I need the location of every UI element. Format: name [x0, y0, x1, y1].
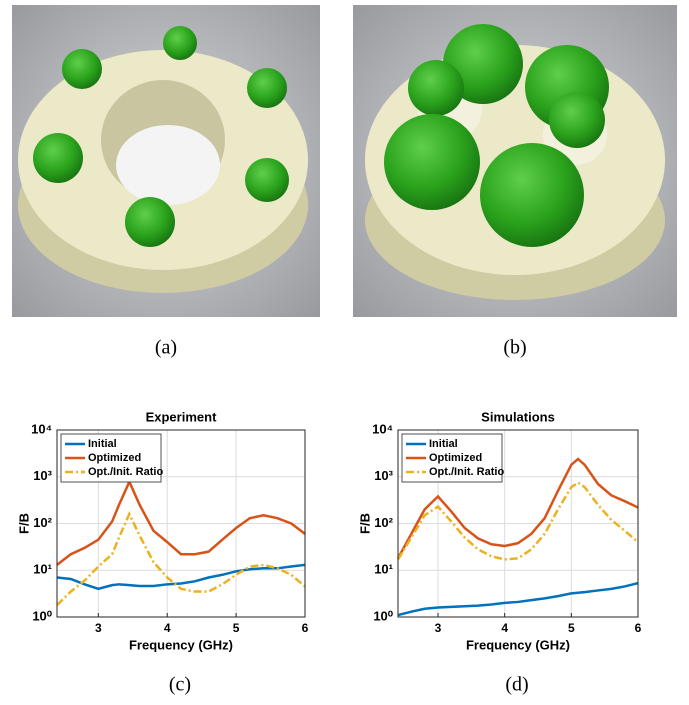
x-axis-label: Frequency (GHz)	[466, 637, 570, 652]
x-tick-label: 4	[501, 621, 508, 635]
y-tick-label: 10⁴	[31, 421, 52, 436]
legend-label: Initial	[429, 438, 458, 450]
legend-label: Initial	[88, 438, 117, 450]
legend-label: Optimized	[429, 452, 482, 464]
x-tick-label: 6	[302, 621, 309, 635]
y-axis-label: F/B	[357, 513, 372, 534]
x-tick-label: 4	[164, 621, 171, 635]
series-line	[56, 478, 306, 566]
x-tick-label: 3	[435, 621, 442, 635]
photo-b	[353, 5, 677, 317]
y-tick-label: 10²	[374, 515, 393, 530]
axes-box	[397, 429, 639, 618]
y-tick-label: 10³	[374, 468, 393, 483]
legend-label: Opt./Init. Ratio	[429, 466, 504, 478]
caption: (c)	[169, 674, 191, 696]
x-tick-label: 5	[233, 621, 240, 635]
legend-label: Optimized	[88, 452, 141, 464]
caption: (d)	[505, 674, 528, 696]
series-line	[56, 563, 306, 591]
y-tick-label: 10¹	[374, 562, 393, 577]
y-tick-label: 10³	[33, 468, 52, 483]
y-axis-label: F/B	[16, 513, 31, 534]
legend-label: Opt./Init. Ratio	[88, 466, 163, 478]
y-tick-label: 10⁰	[373, 608, 393, 623]
x-tick-label: 5	[568, 621, 575, 635]
caption: (b)	[503, 337, 526, 359]
series-line	[397, 581, 639, 617]
series-line	[56, 510, 306, 606]
photo-a	[12, 5, 320, 317]
caption: (a)	[155, 337, 177, 359]
x-axis-label: Frequency (GHz)	[129, 637, 233, 652]
x-tick-label: 3	[95, 621, 102, 635]
series-line	[396, 481, 639, 561]
chart-title: Simulations	[481, 409, 555, 424]
y-tick-label: 10²	[33, 515, 52, 530]
series-line	[396, 457, 639, 559]
y-tick-label: 10⁰	[32, 608, 52, 623]
axes-box	[56, 429, 306, 618]
chart-title: Experiment	[146, 409, 217, 424]
y-tick-label: 10⁴	[372, 421, 393, 436]
x-tick-label: 6	[635, 621, 642, 635]
y-tick-label: 10¹	[33, 562, 52, 577]
